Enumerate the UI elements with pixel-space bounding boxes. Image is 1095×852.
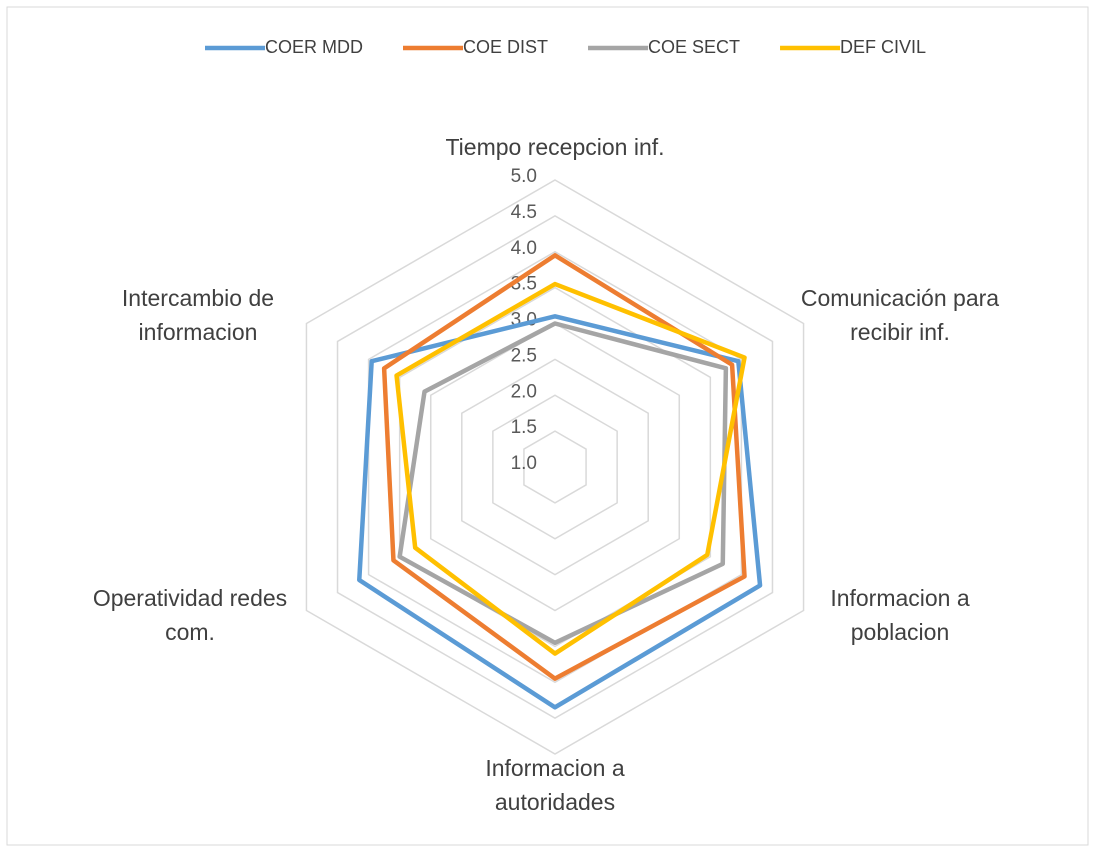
r-tick-label: 1.0 xyxy=(511,453,537,474)
r-tick-label: 2.0 xyxy=(511,381,537,402)
r-tick-label: 5.0 xyxy=(511,166,537,187)
r-tick-label: 4.5 xyxy=(511,202,537,223)
series-line xyxy=(381,253,747,681)
legend-label: COE DIST xyxy=(463,37,548,57)
grid-ring xyxy=(336,215,774,719)
category-label: Informacion a autoridades xyxy=(485,755,625,815)
legend-label: COE SECT xyxy=(648,37,740,57)
grid-ring xyxy=(492,394,618,540)
category-label: Comunicación para recibir inf. xyxy=(800,285,1000,345)
grid-ring xyxy=(367,250,743,684)
series-line xyxy=(394,281,747,656)
series-line xyxy=(397,321,729,646)
grid-ring xyxy=(461,358,649,576)
category-label: Informacion a poblacion xyxy=(830,585,970,645)
grid-ring xyxy=(305,179,805,755)
chart-frame xyxy=(6,6,1089,846)
category-label: Tiempo recepcion inf. xyxy=(445,134,665,160)
r-tick-label: 2.5 xyxy=(511,345,537,366)
r-tick-label: 4.0 xyxy=(511,238,537,259)
grid-ring xyxy=(429,322,681,612)
legend-label: DEF CIVIL xyxy=(840,37,926,57)
r-tick-label: 1.5 xyxy=(511,417,537,438)
category-label: Operatividad redes com. xyxy=(92,585,288,645)
legend-label: COER MDD xyxy=(265,37,363,57)
category-label: Intercambio de informacion xyxy=(121,285,275,345)
series-line xyxy=(357,314,763,710)
grid-ring xyxy=(398,286,712,648)
grid-ring xyxy=(523,430,587,504)
